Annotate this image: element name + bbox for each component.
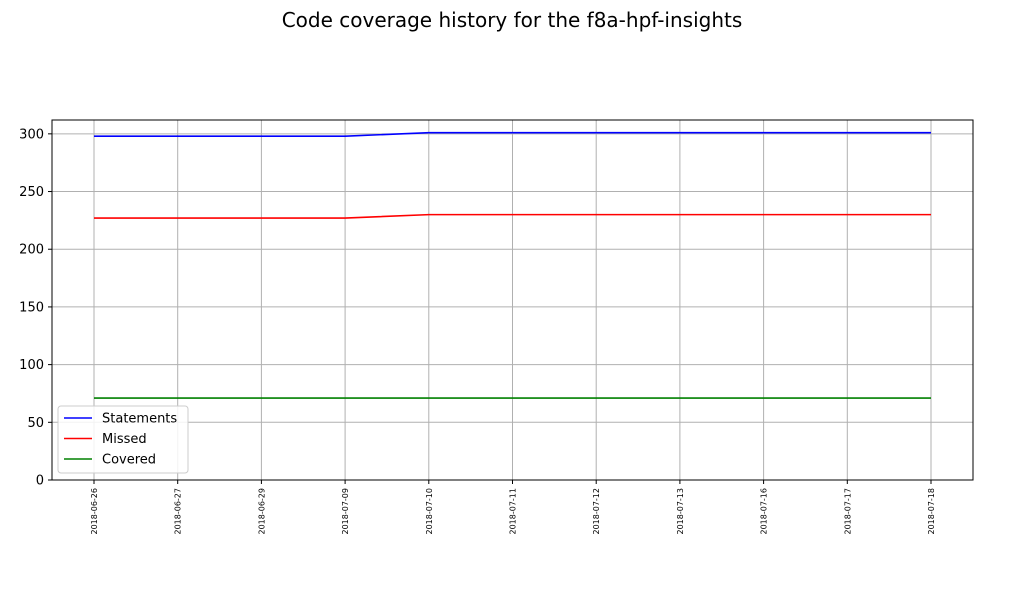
y-tick-label: 100 xyxy=(19,358,44,373)
grid-lines xyxy=(52,120,973,481)
y-tick-label: 0 xyxy=(36,474,44,489)
legend: Statements Missed Covered xyxy=(57,405,189,474)
y-tick-label: 250 xyxy=(19,185,44,200)
series-line-statements xyxy=(94,131,931,137)
x-tick-label: 2018-07-09 xyxy=(341,488,350,535)
axes: 2018-06-26 2018-06-27 2018-06-29 2018-07-09… xyxy=(19,127,936,534)
x-tick-label: 2018-06-29 xyxy=(257,488,266,535)
legend-label: Missed xyxy=(102,432,147,447)
legend-box xyxy=(57,405,189,474)
x-tick-label: 2018-07-17 xyxy=(843,488,852,535)
y-tick-label: 200 xyxy=(19,243,44,258)
x-tick-label: 2018-06-26 xyxy=(90,488,99,535)
y-tick-label: 300 xyxy=(19,127,44,142)
legend-label: Statements xyxy=(102,412,177,427)
y-tick-label: 50 xyxy=(27,416,44,431)
chart-title: Code coverage history for the f8a-hpf-in… xyxy=(281,8,743,32)
x-tick-label: 2018-07-10 xyxy=(425,488,434,535)
x-tick-label: 2018-07-12 xyxy=(592,488,601,535)
legend-label: Covered xyxy=(102,453,156,468)
y-tick-label: 150 xyxy=(19,300,44,315)
x-tick-label: 2018-06-27 xyxy=(174,488,183,535)
x-tick-label: 2018-07-11 xyxy=(509,488,518,535)
x-tick-label: 2018-07-18 xyxy=(927,488,936,535)
series-lines xyxy=(94,131,931,399)
x-tick-label: 2018-07-16 xyxy=(760,488,769,535)
series-line-missed xyxy=(94,213,931,219)
x-tick-label: 2018-07-13 xyxy=(676,488,685,535)
